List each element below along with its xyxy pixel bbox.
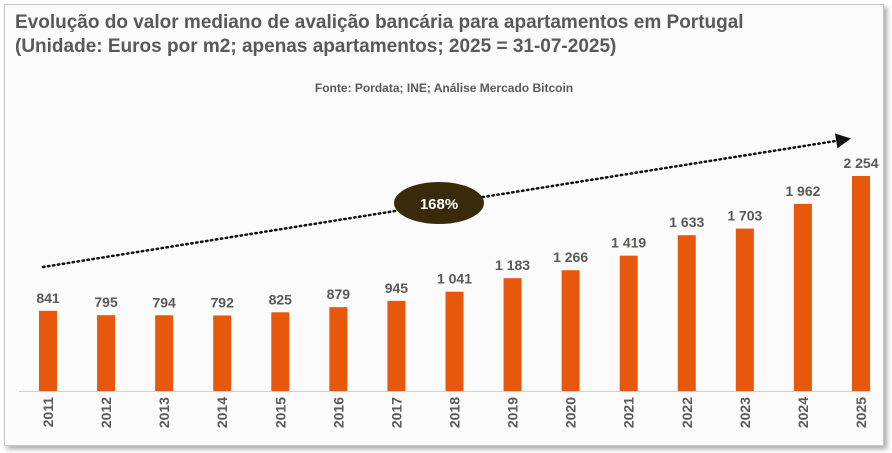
x-tick-label-2011: 2011 [40, 397, 56, 428]
data-label-2020: 1 266 [553, 249, 588, 265]
data-label-2016: 879 [327, 286, 351, 302]
data-label-2015: 825 [269, 291, 293, 307]
data-label-2022: 1 633 [669, 214, 704, 230]
x-tick-label-2022: 2022 [679, 397, 695, 428]
chart-source: Fonte: Pordata; INE; Análise Mercado Bit… [314, 81, 574, 95]
bar-2015 [271, 312, 290, 391]
growth-badge [394, 182, 484, 224]
bar-2022 [677, 235, 696, 391]
bar-2012 [97, 315, 116, 391]
bar-2021 [619, 255, 638, 391]
data-label-2018: 1 041 [437, 271, 472, 287]
growth-badge-label: 168% [420, 196, 458, 213]
chart-subtitle: (Unidade: Euros por m2; apenas apartamen… [15, 36, 617, 57]
bar-2024 [793, 203, 812, 391]
data-label-2017: 945 [385, 280, 409, 296]
x-tick-label-2012: 2012 [98, 397, 114, 428]
chart-frame: Evolução do valor mediano de avalição ba… [4, 4, 884, 446]
x-tick-label-2015: 2015 [272, 397, 288, 428]
x-tick-label-2023: 2023 [737, 397, 753, 428]
x-tick-label-2016: 2016 [330, 397, 346, 428]
data-label-2011: 841 [36, 290, 60, 306]
chart-title: Evolução do valor mediano de avalição ba… [15, 11, 744, 59]
x-tick-label-2018: 2018 [446, 397, 462, 428]
x-tick-label-2024: 2024 [795, 397, 811, 428]
data-label-2025: 2 254 [843, 155, 878, 171]
x-tick-label-2020: 2020 [563, 397, 579, 428]
x-tick-label-2014: 2014 [214, 397, 230, 428]
bar-2013 [155, 315, 174, 391]
bar-2025 [851, 176, 870, 391]
x-tick-label-2019: 2019 [505, 397, 521, 428]
bar-2011 [39, 310, 57, 391]
x-tick-label-2013: 2013 [156, 397, 172, 428]
data-label-2012: 795 [94, 294, 118, 310]
bar-2019 [503, 278, 522, 391]
data-label-2013: 794 [152, 294, 176, 310]
data-label-2021: 1 419 [611, 235, 646, 251]
bar-2016 [329, 307, 348, 391]
x-tick-label-2021: 2021 [621, 397, 637, 428]
data-label-2023: 1 703 [727, 208, 762, 224]
data-label-2024: 1 962 [785, 183, 820, 199]
bar-2014 [213, 315, 232, 391]
data-label-2019: 1 183 [495, 257, 530, 273]
x-tick-label-2017: 2017 [388, 397, 404, 428]
bar-2018 [445, 291, 464, 391]
bar-2020 [561, 270, 580, 391]
data-label-2014: 792 [211, 294, 235, 310]
x-tick-label-2025: 2025 [853, 397, 869, 428]
bar-2017 [387, 300, 406, 391]
chart-title-line-1: Evolução do valor mediano de avalição ba… [15, 12, 744, 33]
bar-2023 [735, 228, 754, 391]
bar-chart: 841 2011 795 2012 794 2013 792 2014 825 2015 879 20… [19, 133, 879, 428]
